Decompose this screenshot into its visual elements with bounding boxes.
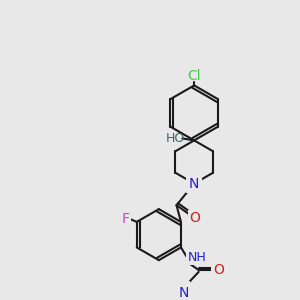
Text: N: N — [179, 283, 189, 297]
Text: HO: HO — [166, 132, 185, 145]
Text: NH: NH — [187, 251, 206, 264]
Text: N: N — [189, 177, 200, 190]
Text: F: F — [122, 212, 130, 226]
Text: N: N — [179, 286, 189, 300]
Text: O: O — [213, 263, 224, 277]
Text: N: N — [189, 177, 200, 190]
Text: Cl: Cl — [188, 69, 201, 82]
Text: O: O — [190, 211, 201, 225]
